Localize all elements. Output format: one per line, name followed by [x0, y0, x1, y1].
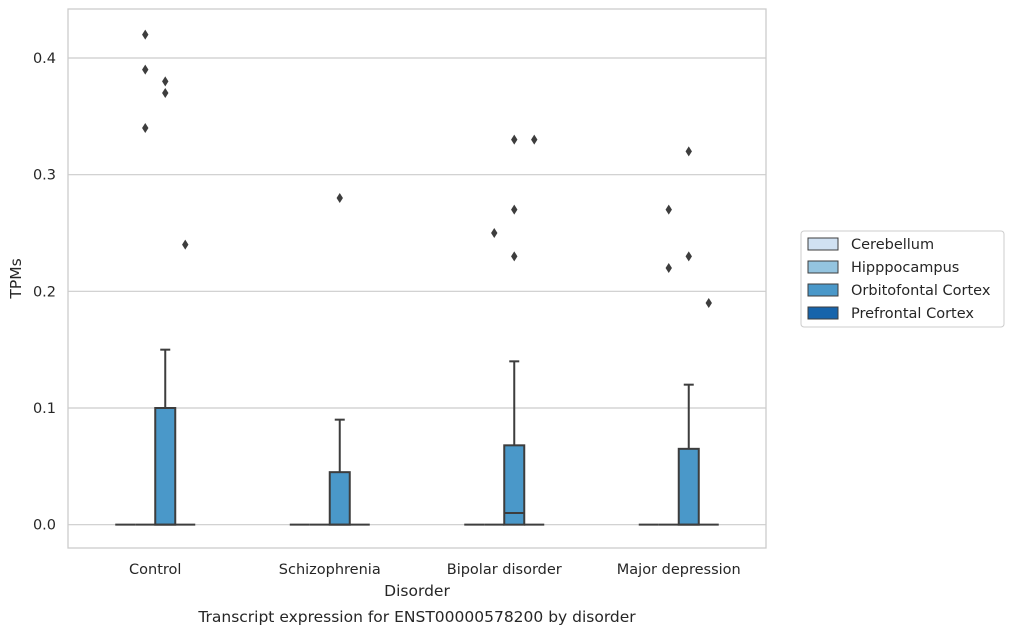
- box-control-prefrontal-cortex: [175, 239, 196, 526]
- outlier-point: [336, 193, 343, 203]
- x-axis-ticks: Control Schizophrenia Bipolar disorder Majo…: [129, 562, 741, 578]
- legend-label: Cerebellum: [851, 237, 934, 253]
- x-tick-label: Control: [129, 562, 181, 578]
- legend-frame: [800, 230, 1005, 328]
- y-axis-ticks: 0.0 0.1 0.2 0.3 0.4: [33, 51, 56, 534]
- x-axis-title: Disorder: [384, 582, 450, 600]
- outlier-point: [511, 204, 518, 215]
- outlier-point: [531, 134, 538, 145]
- box-iqr: [677, 447, 700, 526]
- box-schizophrenia-orbitofontal-cortex: [328, 193, 351, 526]
- boxes-layer: [115, 29, 719, 526]
- legend-swatch: [807, 237, 839, 251]
- box-major-depression-orbitofontal-cortex: [677, 146, 700, 526]
- outlier-point: [142, 29, 149, 40]
- y-axis-title: TPMs: [7, 258, 25, 299]
- y-tick-label: 0.3: [33, 168, 56, 184]
- box-major-depression-hipppocampus: [658, 204, 679, 526]
- box-control-orbitofontal-cortex: [154, 76, 177, 526]
- box-iqr: [154, 407, 177, 526]
- legend-swatch: [807, 283, 839, 297]
- outlier-point: [491, 228, 498, 238]
- chart-caption: Transcript expression for ENST0000057820…: [197, 608, 636, 626]
- x-tick-label: Major depression: [617, 562, 741, 578]
- outlier-point: [142, 123, 149, 133]
- outlier-point: [705, 298, 712, 308]
- outlier-point: [162, 76, 169, 87]
- box-bipolar-disorder-prefrontal-cortex: [524, 134, 545, 526]
- y-tick-label: 0.2: [33, 284, 56, 300]
- y-tick-label: 0.0: [33, 518, 56, 534]
- legend-label: Orbitofontal Cortex: [851, 283, 991, 299]
- box-bipolar-disorder-hipppocampus: [484, 228, 505, 526]
- legend-swatch: [807, 306, 839, 320]
- outlier-point: [685, 146, 692, 157]
- outlier-point: [182, 239, 189, 250]
- y-tick-label: 0.1: [33, 401, 56, 417]
- legend-swatch: [807, 260, 839, 274]
- outlier-point: [142, 64, 149, 75]
- box-iqr: [503, 444, 526, 526]
- legend: Cerebellum Hipppocampus Orbitofontal Corte…: [800, 230, 1005, 328]
- box-iqr: [328, 471, 351, 526]
- y-tick-label: 0.4: [33, 51, 56, 67]
- legend-label: Hipppocampus: [851, 260, 959, 276]
- box-control-hipppocampus: [135, 29, 156, 526]
- x-tick-label: Schizophrenia: [279, 562, 381, 578]
- outlier-point: [665, 204, 672, 215]
- outlier-point: [162, 88, 169, 98]
- box-major-depression-prefrontal-cortex: [698, 298, 719, 526]
- box-bipolar-disorder-orbitofontal-cortex: [503, 134, 526, 526]
- plot-area: [67, 8, 767, 549]
- outlier-point: [511, 134, 518, 145]
- outlier-point: [685, 251, 692, 262]
- outlier-point: [511, 251, 518, 262]
- legend-label: Prefrontal Cortex: [851, 306, 974, 322]
- outlier-point: [665, 263, 672, 273]
- x-tick-label: Bipolar disorder: [447, 562, 562, 578]
